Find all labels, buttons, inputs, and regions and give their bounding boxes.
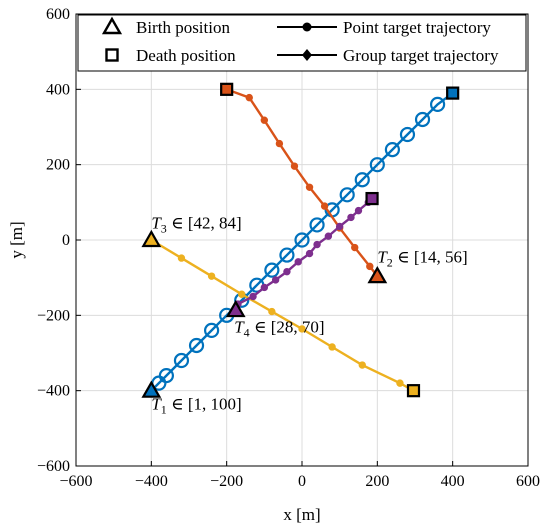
y-tick-label: 600 [46,6,70,23]
trajectory-point [264,262,280,278]
trajectory-point [279,247,295,263]
trajectory-point [260,116,269,124]
y-tick-label: −200 [37,307,70,324]
trajectory-point [204,322,220,338]
x-tick-label: 0 [298,473,306,490]
x-tick-label: 200 [365,473,389,490]
trajectory-point [339,187,355,203]
trajectory-point [298,325,306,333]
trajectory-point [399,126,416,143]
trajectory-point [324,232,333,240]
legend-label: Point target trajectory [343,18,491,37]
trajectory-point [207,272,216,280]
x-tick-label: −400 [135,473,168,490]
trajectory-point [249,292,257,301]
death-position-marker [365,191,379,206]
trajectory-point [271,276,280,284]
series-4 [225,191,379,318]
trajectory-point [177,254,186,262]
series-3 [141,229,421,398]
x-tick-label: −200 [210,473,243,490]
legend: Birth position Point target trajectory Dea… [77,14,527,72]
birth-position-marker [225,299,246,318]
legend-item-3: Death position [105,46,236,65]
legend-label: Group target trajectory [343,46,499,65]
trajectory-point [313,240,321,249]
trajectory-point [283,267,291,276]
trajectory-point [328,343,336,351]
trajectory-point [351,243,359,252]
trajectory-point [275,139,284,148]
y-tick-label: −400 [37,383,70,400]
y-tick-label: 400 [46,81,70,98]
y-tick-label: −600 [37,458,70,475]
legend-item-2: Point target trajectory [277,18,491,37]
legend-box [77,14,527,72]
trajectory-point [358,361,366,369]
trajectory-annotation-2: T2 ∈ [14, 56] [377,248,467,270]
trajectory-point [294,258,302,266]
legend-diamond-icon [302,49,312,61]
y-axis-label: y [m] [7,221,26,258]
birth-position-marker [141,229,162,248]
series-layer [141,82,460,398]
trajectory-point [305,249,314,258]
series-2 [220,82,388,284]
tick-labels: −600 −400 −200 0 200 400 600 −600 −400 −200 0 200 40… [37,6,540,490]
trajectory-point [369,157,385,173]
trajectory-point [305,183,314,191]
annotation-layer: T1 ∈ [1, 100] T2 ∈ [14, 56] T3 ∈ [42, 84] T… [151,214,467,417]
legend-item-4: Group target trajectory [277,46,499,65]
trajectory-point [430,96,446,113]
legend-square-icon [105,48,119,62]
trajectory-point [354,206,363,215]
trajectory-point [173,352,190,369]
x-tick-label: 400 [441,473,465,490]
x-axis-label: x [m] [283,505,320,524]
series-1 [141,86,460,398]
legend-label: Birth position [136,18,230,37]
trajectory-point [384,142,400,158]
trajectory-line [150,92,454,392]
death-position-marker [446,86,460,100]
x-tick-label: 600 [516,473,540,490]
trajectory-point [290,162,299,170]
trajectory-point [354,172,370,188]
trajectory-point [309,217,325,233]
trajectory-point [414,111,431,128]
death-position-marker [220,82,234,96]
trajectory-line [150,238,415,392]
x-tick-label: −600 [59,473,92,490]
trajectory-point [268,307,276,316]
birth-position-marker [141,380,162,398]
birth-position-marker [367,265,388,284]
trajectory-annotation-3: T3 ∈ [42, 84] [151,214,241,236]
legend-circle-icon [302,22,312,32]
y-tick-label: 0 [62,232,70,249]
y-tick-label: 200 [46,157,70,174]
trajectory-point [396,379,404,387]
legend-label: Death position [136,46,236,65]
trajectory-point [366,262,374,271]
trajectory-point [158,368,174,384]
trajectory-point [238,290,246,298]
trajectory-annotation-4: T4 ∈ [28, 70] [234,317,324,339]
trajectory-point [188,337,205,354]
trajectory-point [260,283,269,292]
trajectory-point [320,202,329,210]
legend-triangle-icon [101,16,123,35]
trajectory-point [347,213,355,222]
death-position-marker [406,384,421,398]
legend-item-1: Birth position [101,16,230,37]
trajectory-annotation-1: T1 ∈ [1, 100] [151,395,241,417]
trajectory-point [245,93,253,102]
trajectory-point [294,232,310,248]
trajectory-point [335,222,344,231]
